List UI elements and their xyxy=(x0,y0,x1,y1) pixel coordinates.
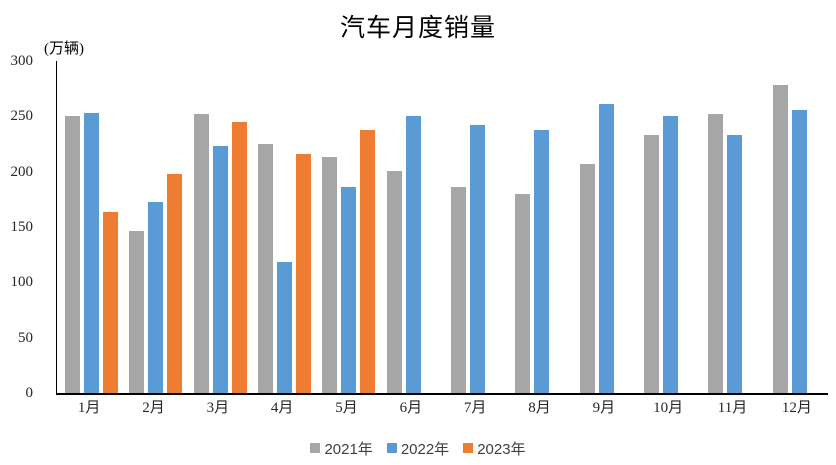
bar-2022年-11月 xyxy=(727,135,743,393)
x-category-label: 11月 xyxy=(717,400,748,416)
x-category-label: 6月 xyxy=(399,400,423,416)
y-tick-label: 50 xyxy=(18,329,33,346)
bar-2022年-7月 xyxy=(470,125,485,393)
legend-swatch-icon xyxy=(463,443,474,453)
legend: 2021年 2022年 2023年 xyxy=(0,438,836,458)
bar-2022年-3月 xyxy=(212,146,228,393)
x-category-label: 2月 xyxy=(142,400,165,416)
bar-2022年-9月 xyxy=(598,104,614,393)
legend-item-2021年: 2021年 xyxy=(310,438,373,459)
bar-2022年-4月 xyxy=(277,262,292,393)
bar-2021年-5月 xyxy=(322,157,338,393)
y-tick-label: 0 xyxy=(25,385,34,401)
x-category-label: 12月 xyxy=(781,400,812,416)
bar-2022年-2月 xyxy=(148,201,164,393)
bar-2023年-2月 xyxy=(167,173,183,393)
bar-2022年-8月 xyxy=(534,129,550,393)
bar-2022年-6月 xyxy=(405,116,421,393)
bar-2022年-1月 xyxy=(84,113,99,393)
bar-2021年-12月 xyxy=(772,85,788,393)
y-tick-label: 250 xyxy=(10,108,34,125)
x-category-label: 4月 xyxy=(270,400,294,416)
bar-2021年-7月 xyxy=(451,187,466,393)
y-axis-unit-label: (万辆) xyxy=(44,41,84,57)
x-axis-line xyxy=(56,393,828,395)
bar-2023年-3月 xyxy=(231,121,247,393)
x-category-label: 9月 xyxy=(592,400,616,416)
legend-label: 2022年 xyxy=(400,440,450,458)
y-tick-label: 200 xyxy=(10,163,34,180)
bar-2023年-1月 xyxy=(103,211,118,393)
legend-label: 2021年 xyxy=(324,440,373,458)
legend-item-2022年: 2022年 xyxy=(386,438,450,459)
bar-2021年-10月 xyxy=(644,135,659,393)
bar-2021年-4月 xyxy=(258,144,273,393)
bar-2021年-1月 xyxy=(65,116,80,393)
legend-swatch-icon xyxy=(310,443,321,453)
x-category-label: 7月 xyxy=(463,400,487,416)
bar-2022年-5月 xyxy=(341,187,357,393)
legend-label: 2023年 xyxy=(477,440,526,458)
bar-2021年-11月 xyxy=(708,114,724,393)
bar-2021年-6月 xyxy=(386,170,402,393)
legend-item-2023年: 2023年 xyxy=(463,438,526,459)
y-tick-label: 100 xyxy=(10,274,34,291)
x-category-label: 3月 xyxy=(206,400,230,416)
bar-2021年-8月 xyxy=(515,193,531,393)
plot-area xyxy=(57,61,829,393)
legend-swatch-icon xyxy=(386,443,397,453)
bar-2021年-2月 xyxy=(129,231,145,393)
x-category-label: 1月 xyxy=(77,400,101,416)
y-axis-line xyxy=(56,61,57,395)
x-category-label: 10月 xyxy=(653,400,684,416)
y-tick-label: 150 xyxy=(10,219,34,235)
bar-2023年-5月 xyxy=(360,129,376,393)
bar-2022年-10月 xyxy=(663,116,678,393)
chart-title: 汽车月度销量 xyxy=(339,15,496,42)
bar-2021年-3月 xyxy=(193,114,209,393)
y-tick-label: 300 xyxy=(10,53,34,69)
bar-2023年-4月 xyxy=(296,153,311,393)
bar-2021年-9月 xyxy=(579,163,595,393)
x-category-label: 8月 xyxy=(528,400,551,416)
x-category-label: 5月 xyxy=(335,400,358,416)
bar-2022年-12月 xyxy=(791,109,807,393)
